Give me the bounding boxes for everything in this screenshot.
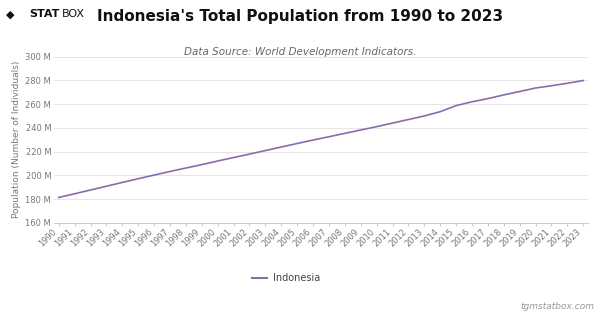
Text: tgmstatbox.com: tgmstatbox.com — [520, 302, 594, 311]
Text: Indonesia's Total Population from 1990 to 2023: Indonesia's Total Population from 1990 t… — [97, 9, 503, 24]
Text: ◆: ◆ — [6, 9, 14, 19]
Y-axis label: Population (Number of Individuals): Population (Number of Individuals) — [13, 61, 22, 219]
Text: STAT: STAT — [29, 9, 59, 19]
Text: Data Source: World Development Indicators.: Data Source: World Development Indicator… — [184, 47, 416, 57]
Text: BOX: BOX — [62, 9, 85, 19]
Text: Indonesia: Indonesia — [273, 273, 320, 283]
